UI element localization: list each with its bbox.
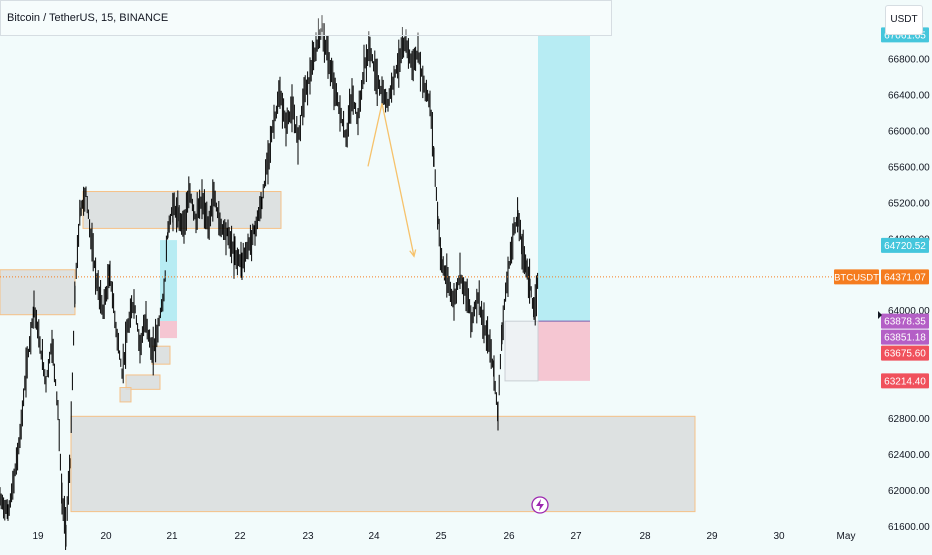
price-tag-label: 63851.18 xyxy=(884,333,926,344)
symbol-tag xyxy=(834,269,879,285)
axis-marker-icon xyxy=(878,311,882,319)
x-tick-label: 30 xyxy=(773,531,785,542)
symbol-title: Bitcoin / TetherUS, 15, BINANCE xyxy=(7,12,169,24)
neutral-box xyxy=(504,320,539,382)
y-tick-label: 62800.00 xyxy=(888,414,930,425)
x-tick-label: 28 xyxy=(639,531,651,542)
x-tick-label: 22 xyxy=(234,531,246,542)
price-tag xyxy=(881,313,929,329)
y-tick-label: 64000.00 xyxy=(888,306,930,317)
price-tag-label: 64371.07 xyxy=(884,272,926,283)
x-tick-label: 26 xyxy=(503,531,515,542)
price-tag xyxy=(881,373,929,389)
stop-area xyxy=(538,321,590,381)
price-tag-label: 64720.52 xyxy=(884,241,926,252)
y-tick-label: 62400.00 xyxy=(888,450,930,461)
y-tick-label: 62000.00 xyxy=(888,486,930,497)
y-tick-label: 65600.00 xyxy=(888,162,930,173)
x-tick-label: 19 xyxy=(32,531,44,542)
supply-demand-zone xyxy=(119,387,132,403)
x-tick-label: 24 xyxy=(368,531,380,542)
price-tag-label: 63214.40 xyxy=(884,376,926,387)
x-tick-label: 20 xyxy=(100,531,112,542)
supply-demand-zone xyxy=(125,374,161,390)
y-tick-label: 66800.00 xyxy=(888,54,930,65)
x-tick-label: 21 xyxy=(166,531,178,542)
y-tick-label: 66400.00 xyxy=(888,90,930,101)
y-tick-label: 61600.00 xyxy=(888,522,930,533)
x-tick-label: 27 xyxy=(570,531,582,542)
price-tag-label: 67061.65 xyxy=(884,30,926,41)
lightning-icon xyxy=(536,499,544,511)
supply-demand-zone xyxy=(70,415,696,513)
x-tick-label: 23 xyxy=(302,531,314,542)
arrow-head xyxy=(409,249,417,258)
y-tick-label: 66000.00 xyxy=(888,126,930,137)
currency-button[interactable]: USDT xyxy=(885,5,923,35)
projection-arrow xyxy=(367,103,415,257)
x-tick-label: May xyxy=(837,531,856,542)
target-area xyxy=(538,34,590,322)
left-stop-area xyxy=(160,321,177,339)
price-tag-label: 63878.35 xyxy=(884,317,926,328)
price-tag xyxy=(881,237,929,253)
price-tag xyxy=(881,269,929,285)
price-tag xyxy=(881,329,929,345)
price-tag xyxy=(881,345,929,361)
y-tick-label: 65200.00 xyxy=(888,198,930,209)
candles-group xyxy=(0,15,539,552)
price-tag-label: 63675.60 xyxy=(884,349,926,360)
symbol-tag-label: BTCUSDT xyxy=(834,272,879,283)
symbol-legend: Bitcoin / TetherUS, 15, BINANCE xyxy=(0,0,612,36)
x-tick-label: 25 xyxy=(435,531,447,542)
x-tick-label: 29 xyxy=(706,531,718,542)
